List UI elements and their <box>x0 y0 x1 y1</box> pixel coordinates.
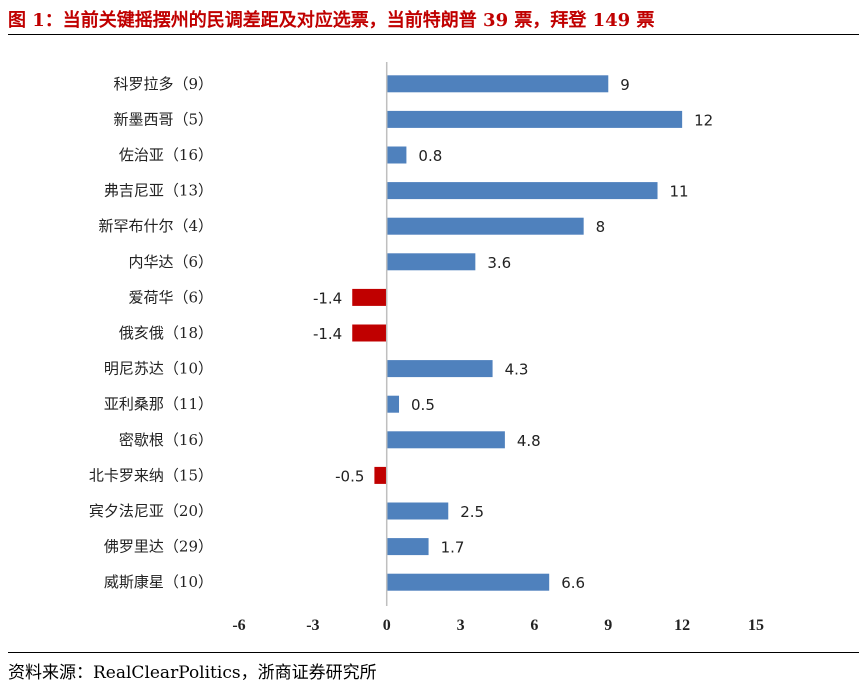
data-label: 1.7 <box>441 539 465 557</box>
x-tick-label: 15 <box>748 617 764 634</box>
bar <box>352 288 387 306</box>
data-label: -1.4 <box>313 289 342 307</box>
chart-title: 图 1：当前关键摇摆州的民调差距及对应选票，当前特朗普 39 票，拜登 149 … <box>8 10 655 31</box>
bar <box>386 395 400 413</box>
bar <box>386 75 609 93</box>
category-label: 新墨西哥（5） <box>113 110 213 128</box>
category-label: 弗吉尼亚（13） <box>104 182 213 200</box>
bar <box>386 182 658 200</box>
category-label: 新罕布什尔（4） <box>98 217 213 235</box>
category-label: 佐治亚（16） <box>119 146 213 164</box>
data-label: 9 <box>620 76 630 94</box>
category-label: 亚利桑那（11） <box>104 395 213 413</box>
category-label: 俄亥俄（18） <box>119 324 213 342</box>
data-label: 0.5 <box>411 396 435 414</box>
category-label: 北卡罗来纳（15） <box>89 466 213 484</box>
category-label: 佛罗里达（29） <box>104 538 213 556</box>
bar <box>386 110 683 128</box>
category-label: 科罗拉多（9） <box>113 75 213 93</box>
data-label: 11 <box>670 183 689 201</box>
bar <box>386 431 505 449</box>
category-label: 威斯康星（10） <box>104 573 213 591</box>
data-label: 6.6 <box>561 574 585 592</box>
data-label: -1.4 <box>313 325 342 343</box>
bar <box>386 146 407 164</box>
data-label: 12 <box>694 111 713 129</box>
data-label: 4.8 <box>517 432 541 450</box>
x-tick-label: -3 <box>306 617 319 634</box>
data-label: 4.3 <box>505 361 529 379</box>
title-divider <box>8 34 859 35</box>
data-label: 3.6 <box>487 254 511 272</box>
data-label: 2.5 <box>460 503 484 521</box>
x-tick-label: 9 <box>604 617 612 634</box>
category-label: 爱荷华（6） <box>128 288 213 306</box>
x-tick-label: 0 <box>383 617 391 634</box>
category-label: 宾夕法尼亚（20） <box>89 502 213 520</box>
bar <box>386 253 476 271</box>
data-label: 0.8 <box>418 147 442 165</box>
bar <box>386 538 429 556</box>
x-tick-label: 12 <box>674 617 690 634</box>
data-label: -0.5 <box>335 467 364 485</box>
x-tick-label: 6 <box>530 617 538 634</box>
bar <box>352 324 387 342</box>
bar <box>386 360 493 378</box>
bar <box>374 466 387 484</box>
x-tick-label: -6 <box>232 617 245 634</box>
source-note: 资料来源：RealClearPolitics，浙商证券研究所 <box>8 663 377 683</box>
bar <box>386 573 550 591</box>
data-label: 8 <box>596 218 606 236</box>
source-divider <box>8 652 859 653</box>
category-label: 内华达（6） <box>128 253 213 271</box>
category-label: 明尼苏达（10） <box>104 360 213 378</box>
bar <box>386 217 584 235</box>
x-tick-label: 3 <box>457 617 465 634</box>
bar <box>386 502 449 520</box>
category-label: 密歇根（16） <box>119 431 213 449</box>
